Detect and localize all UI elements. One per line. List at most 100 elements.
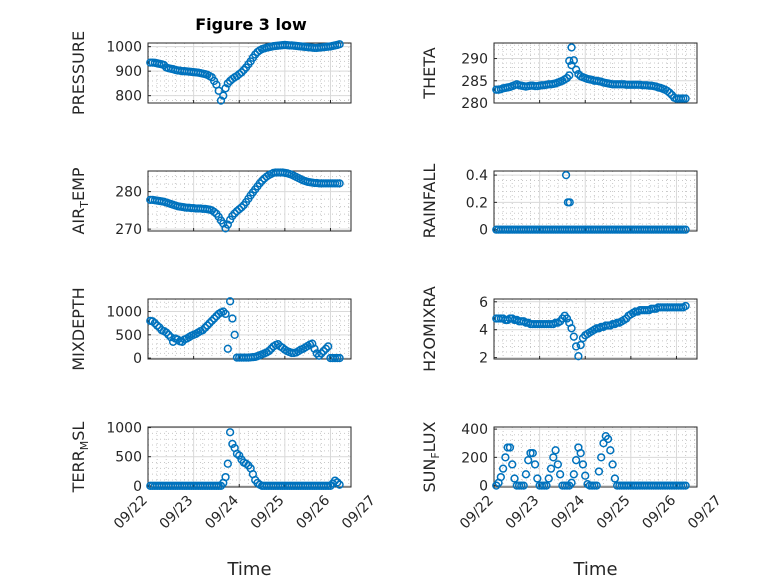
x-axis-label: Time (572, 559, 617, 580)
data-point (533, 474, 542, 483)
data-point (164, 330, 173, 339)
data-point (237, 203, 246, 212)
data-point (335, 40, 344, 49)
data-point (219, 307, 228, 316)
x-tick-label: 09/23 (157, 493, 197, 533)
data-point (569, 332, 578, 341)
data-point (319, 346, 328, 356)
x-tick-label: 09/25 (248, 493, 288, 533)
data-point (205, 319, 214, 328)
data-point (519, 481, 528, 490)
data-point (166, 332, 175, 342)
axes-root: 800 900 1000 PRESSURE 280 285 290 THETA 270 280 AI… (69, 31, 725, 580)
data-point (665, 88, 674, 97)
plot-border (493, 42, 698, 104)
y-tick-label: 285 (461, 74, 488, 90)
data-point (603, 434, 613, 444)
data-point (610, 474, 620, 483)
data-point (235, 205, 244, 214)
data-point (214, 86, 223, 95)
data-point (223, 220, 232, 229)
data-point (223, 79, 232, 88)
y-axis-label: AIRTEMP (69, 167, 91, 234)
data-point (599, 439, 608, 448)
y-tick-label: 290 (461, 52, 488, 68)
data-point (221, 472, 230, 482)
data-point (150, 319, 159, 328)
data-point (237, 68, 246, 77)
y-tick-label: 280 (461, 96, 488, 112)
data-point (565, 56, 574, 65)
y-axis-label: THETA (420, 47, 439, 99)
data-point (681, 481, 690, 490)
data-point (335, 480, 344, 489)
y-axis-label: SUNFLUX (420, 421, 442, 492)
data-point (528, 448, 537, 458)
figure-title: Figure 3 low (195, 15, 307, 34)
subplot-terr_msl: 0 500 1000 TERRMSL 09/22 09/23 09/24 09/25 09/26… (69, 421, 379, 580)
data-point (508, 460, 517, 469)
data-point (571, 65, 581, 74)
y-tick-label: 200 (461, 450, 488, 466)
data-point (333, 478, 342, 487)
y-tick-label: 500 (115, 450, 142, 466)
data-point (219, 91, 228, 100)
plot-border (147, 426, 352, 488)
data-point (681, 301, 690, 311)
x-tick-label: 09/25 (594, 493, 634, 533)
x-tick-label: 09/24 (548, 492, 588, 532)
data-point (152, 321, 162, 330)
y-tick-label: 0 (479, 479, 488, 495)
data-point (501, 453, 510, 462)
data-point (203, 321, 212, 330)
data-point (553, 460, 563, 469)
data-point (314, 351, 324, 360)
data-point (571, 456, 581, 465)
plot-border (493, 298, 698, 360)
data-point (567, 61, 576, 70)
x-tick-label: 09/24 (202, 492, 242, 532)
data-point (310, 344, 319, 353)
data-point (162, 328, 171, 337)
y-tick-label: 270 (115, 222, 142, 238)
data-point (524, 456, 533, 465)
x-tick-label: 09/26 (293, 492, 333, 532)
data-point (239, 65, 248, 75)
data-point (324, 342, 333, 351)
data-point (223, 459, 232, 468)
x-tick-label: 09/27 (685, 493, 725, 533)
data-point (567, 43, 576, 52)
subplot-mixdepth: 0 500 1000 MIXDEPTH (69, 287, 352, 371)
data-point (198, 326, 207, 335)
y-tick-label: 0.2 (466, 195, 488, 211)
data-point (148, 317, 157, 326)
data-point (264, 346, 274, 356)
data-point (221, 309, 230, 319)
data-point (257, 176, 267, 185)
data-point (221, 84, 230, 93)
subplot-h2omixra: 2 4 6 H2OMIXRA (420, 286, 698, 372)
subplot-rainfall: 0 0.2 0.4 RAINFALL (420, 164, 698, 239)
subplot-pressure: 800 900 1000 PRESSURE (69, 31, 352, 115)
y-tick-label: 1000 (106, 40, 142, 56)
y-tick-label: 0.4 (466, 168, 488, 184)
data-point (581, 471, 590, 480)
data-point (565, 198, 574, 207)
y-tick-label: 800 (115, 89, 142, 105)
data-point (223, 344, 232, 353)
data-point (551, 446, 560, 455)
data-point (578, 460, 588, 469)
data-point (235, 451, 244, 460)
data-point (561, 170, 571, 180)
x-tick-label: 09/22 (111, 493, 151, 533)
data-point (530, 460, 540, 469)
data-point (594, 467, 604, 476)
y-tick-label: 900 (115, 64, 142, 80)
data-point (496, 472, 505, 482)
x-tick-label: 09/27 (339, 493, 379, 533)
x-axis-label: Time (226, 559, 271, 580)
data-point (569, 470, 578, 479)
data-point (228, 439, 237, 449)
subplot-sunflux: 0 200 400 SUNFLUX 09/22 09/23 09/24 09/25 09/26 0… (420, 421, 725, 580)
